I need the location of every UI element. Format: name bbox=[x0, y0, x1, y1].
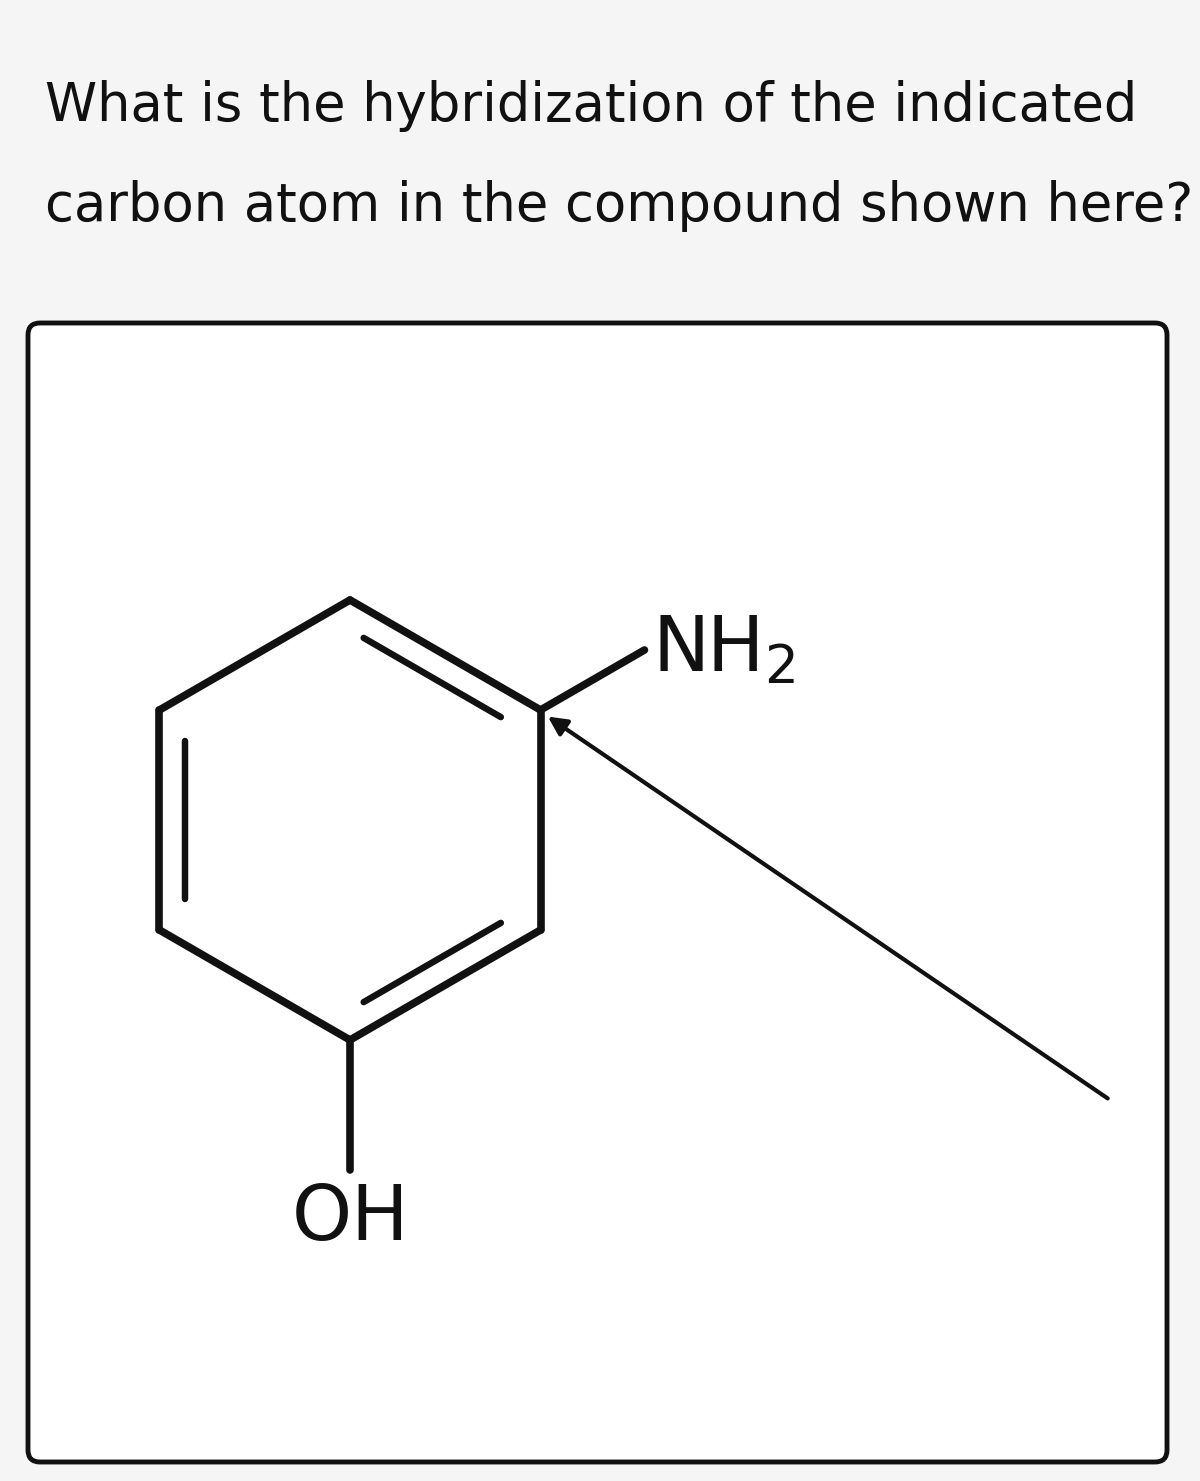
Text: What is the hybridization of the indicated: What is the hybridization of the indicat… bbox=[46, 80, 1138, 132]
FancyBboxPatch shape bbox=[28, 323, 1166, 1462]
Text: NH$_2$: NH$_2$ bbox=[653, 613, 796, 687]
Text: carbon atom in the compound shown here?: carbon atom in the compound shown here? bbox=[46, 181, 1193, 233]
Text: OH: OH bbox=[292, 1182, 409, 1256]
